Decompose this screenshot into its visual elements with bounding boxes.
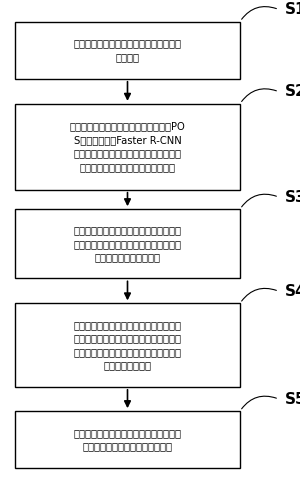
Text: 基于放牧率估算模型根据所述高寒草甸草
地产草量实现对应的放牧率的估算: 基于放牧率估算模型根据所述高寒草甸草 地产草量实现对应的放牧率的估算 [74, 428, 182, 452]
FancyArrowPatch shape [242, 89, 276, 101]
FancyArrowPatch shape [242, 7, 276, 19]
Text: 读取高寒草甸草地实时遥感图像内裁的PO
S数据，并基于Faster R-CNN
模型实现高寒草甸草地中草地覆盖区域的
检测定位，生成草地覆盖区图像集；: 读取高寒草甸草地实时遥感图像内裁的PO S数据，并基于Faster R-CNN … [70, 121, 185, 172]
FancyArrowPatch shape [242, 194, 276, 207]
Bar [15, 22, 240, 79]
FancyArrowPatch shape [242, 396, 276, 409]
Bar [15, 411, 240, 468]
Text: S5: S5 [285, 391, 300, 407]
Text: 实现草地覆盖区图像集的预处理，并基于
连通分量外接矩形的长宽比实现草地覆盖
区形状尺寸的识别、滤噪: 实现草地覆盖区图像集的预处理，并基于 连通分量外接矩形的长宽比实现草地覆盖 区形… [74, 225, 182, 262]
Bar [15, 209, 240, 278]
Bar [15, 304, 240, 387]
Text: S4: S4 [285, 284, 300, 299]
Text: S3: S3 [285, 190, 300, 205]
Bar [15, 104, 240, 190]
Text: 基于预设的算法实现草地覆盖区总面积的
计算，并基于草地覆盖区总面积以及该时
间段草对应的草的长度参数实现高寒草甸
草地产草量的估算: 基于预设的算法实现草地覆盖区总面积的 计算，并基于草地覆盖区总面积以及该时 间段… [74, 320, 182, 370]
Text: S2: S2 [285, 84, 300, 99]
Text: S1: S1 [285, 2, 300, 17]
Text: 基于无人机实现高寒草甸草地实时遥感图
像的采集: 基于无人机实现高寒草甸草地实时遥感图 像的采集 [74, 38, 182, 62]
FancyArrowPatch shape [242, 288, 276, 301]
